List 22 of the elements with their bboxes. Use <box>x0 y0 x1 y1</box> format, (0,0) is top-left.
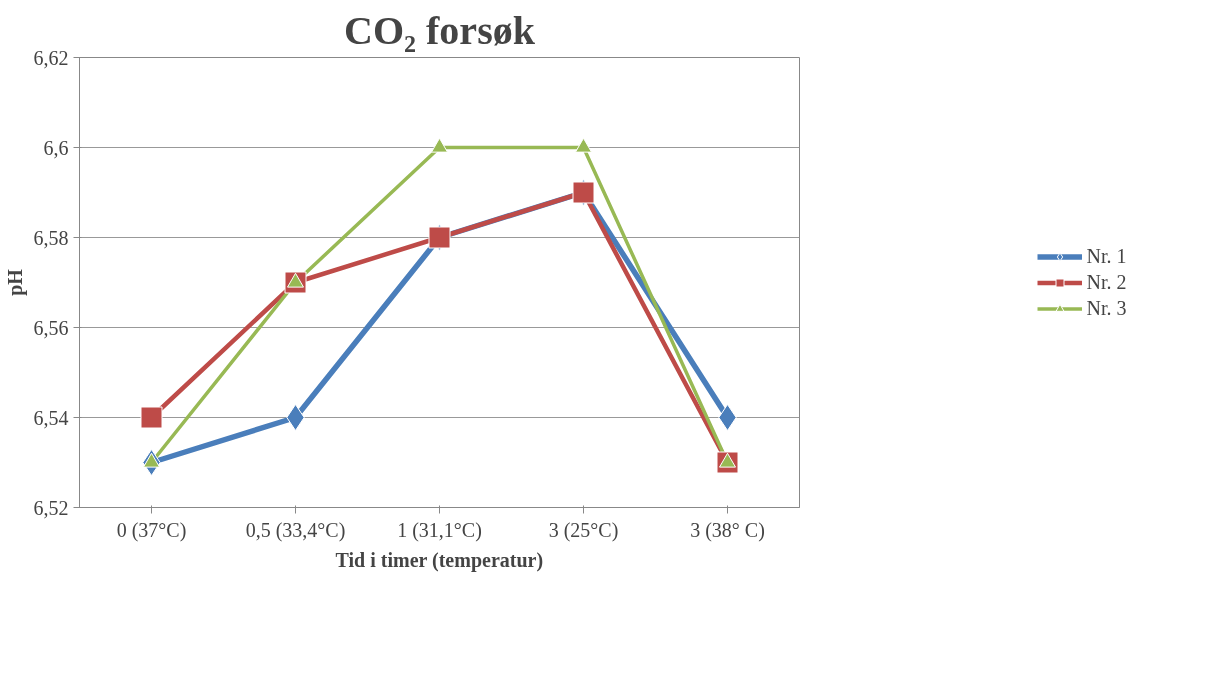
y-axis-title: pH <box>3 268 27 296</box>
y-tick-label: 6,58 <box>33 226 69 249</box>
y-tick-label: 6,56 <box>33 316 69 339</box>
y-tick-label: 6,6 <box>43 136 69 159</box>
x-tick-label: 3 (25°C) <box>548 518 619 542</box>
legend-label: Nr. 3 <box>1086 296 1127 320</box>
point <box>575 137 592 153</box>
x-tick-label: 3 (38° C) <box>690 518 765 542</box>
x-axis-title: Tid i timer (temperatur) <box>335 548 544 572</box>
chart-title: CO₂ forsøk <box>344 7 536 53</box>
y-tick-label: 6,62 <box>33 46 69 69</box>
point <box>718 404 737 431</box>
x-tick-label: 0,5 (33,4°C) <box>245 518 346 542</box>
legend-label: Nr. 1 <box>1086 244 1127 268</box>
x-tick-label: 0 (37°C) <box>116 518 187 542</box>
point <box>140 406 163 429</box>
y-tick-label: 6,52 <box>33 496 69 519</box>
x-tick-label: 1 (31,1°C) <box>397 518 482 542</box>
legend-label: Nr. 2 <box>1086 270 1127 294</box>
y-tick-label: 6,54 <box>33 406 69 429</box>
point <box>286 404 305 431</box>
point <box>431 137 448 153</box>
